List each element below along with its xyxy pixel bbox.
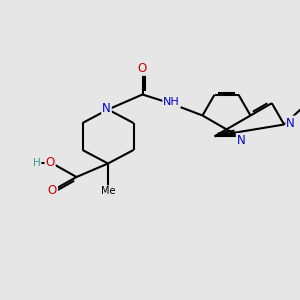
Text: O: O (48, 184, 57, 197)
Text: H: H (33, 158, 41, 168)
Text: NH: NH (163, 97, 180, 107)
Text: N: N (237, 134, 245, 147)
Text: Me: Me (101, 186, 116, 196)
Text: N: N (286, 116, 295, 130)
Text: N: N (102, 102, 111, 116)
Text: O: O (46, 156, 55, 170)
Text: O: O (138, 62, 147, 75)
